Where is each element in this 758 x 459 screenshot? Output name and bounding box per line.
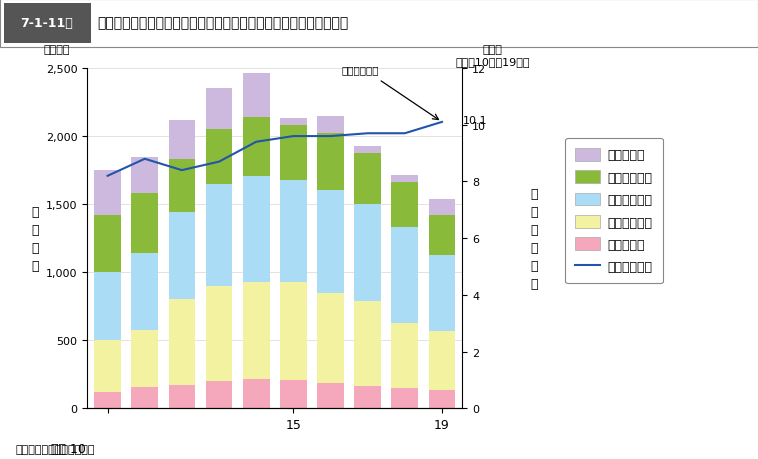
Bar (243, 283, 270, 379)
Text: （平成10年～19年）: （平成10年～19年） (456, 57, 530, 67)
Bar (280, 126, 307, 180)
Text: 人が被害者となった一般刑法犯の被害者の年齢層別認知件数の推移: 人が被害者となった一般刑法犯の被害者の年齢層別認知件数の推移 (97, 16, 348, 30)
Bar (243, 176, 270, 283)
Bar (94, 392, 121, 409)
Bar (205, 286, 233, 381)
Bar (131, 157, 158, 194)
Bar (428, 216, 456, 256)
Bar (131, 387, 158, 409)
Bar (168, 299, 196, 385)
Bar (94, 216, 121, 273)
Bar (317, 383, 344, 409)
Bar (391, 323, 418, 388)
Legend: ２０歳未満, ２０～２９歳, ３０～４９歳, ５０～６４歳, ６５歳以上, 高齢者構成比: ２０歳未満, ２０～２９歳, ３０～４９歳, ５０～６４歳, ６５歳以上, 高齢… (565, 139, 662, 284)
Bar (168, 212, 196, 299)
Bar (354, 147, 381, 154)
Bar (317, 293, 344, 383)
Bar (317, 117, 344, 134)
Bar (280, 180, 307, 283)
Bar (131, 254, 158, 330)
Text: 7-1-11図: 7-1-11図 (20, 17, 74, 30)
Bar (354, 154, 381, 205)
Bar (428, 256, 456, 332)
Text: 高
齢
者
構
成
比: 高 齢 者 構 成 比 (530, 187, 537, 290)
Bar (317, 190, 344, 293)
Text: 注　警察庁の統計による。: 注 警察庁の統計による。 (15, 444, 95, 454)
Bar (428, 200, 456, 216)
Text: （％）: （％） (482, 45, 503, 55)
Bar (280, 381, 307, 409)
Bar (280, 119, 307, 126)
Bar (205, 89, 233, 130)
Bar (428, 332, 456, 390)
Bar (243, 118, 270, 176)
Bar (168, 385, 196, 409)
Bar (354, 301, 381, 386)
Text: 認
知
件
数: 認 知 件 数 (31, 205, 39, 272)
Bar (391, 228, 418, 323)
Bar (243, 74, 270, 118)
Text: 高齢者構成比: 高齢者構成比 (341, 65, 379, 74)
Bar (317, 134, 344, 190)
Text: 平成 10: 平成 10 (51, 442, 86, 455)
Bar (280, 283, 307, 381)
Text: （千件）: （千件） (44, 45, 70, 55)
Bar (205, 130, 233, 185)
Bar (168, 121, 196, 160)
Bar (243, 379, 270, 409)
Bar (354, 205, 381, 301)
Bar (131, 330, 158, 387)
Bar (391, 183, 418, 228)
Text: 10.1: 10.1 (462, 116, 487, 126)
Bar (205, 381, 233, 409)
Bar (391, 388, 418, 409)
Bar (94, 171, 121, 216)
Bar (428, 390, 456, 409)
Bar (94, 341, 121, 392)
Bar (205, 185, 233, 286)
Bar (4, 4, 91, 45)
Bar (391, 175, 418, 183)
Bar (131, 194, 158, 254)
Bar (94, 273, 121, 341)
Bar (168, 160, 196, 212)
Bar (354, 386, 381, 409)
